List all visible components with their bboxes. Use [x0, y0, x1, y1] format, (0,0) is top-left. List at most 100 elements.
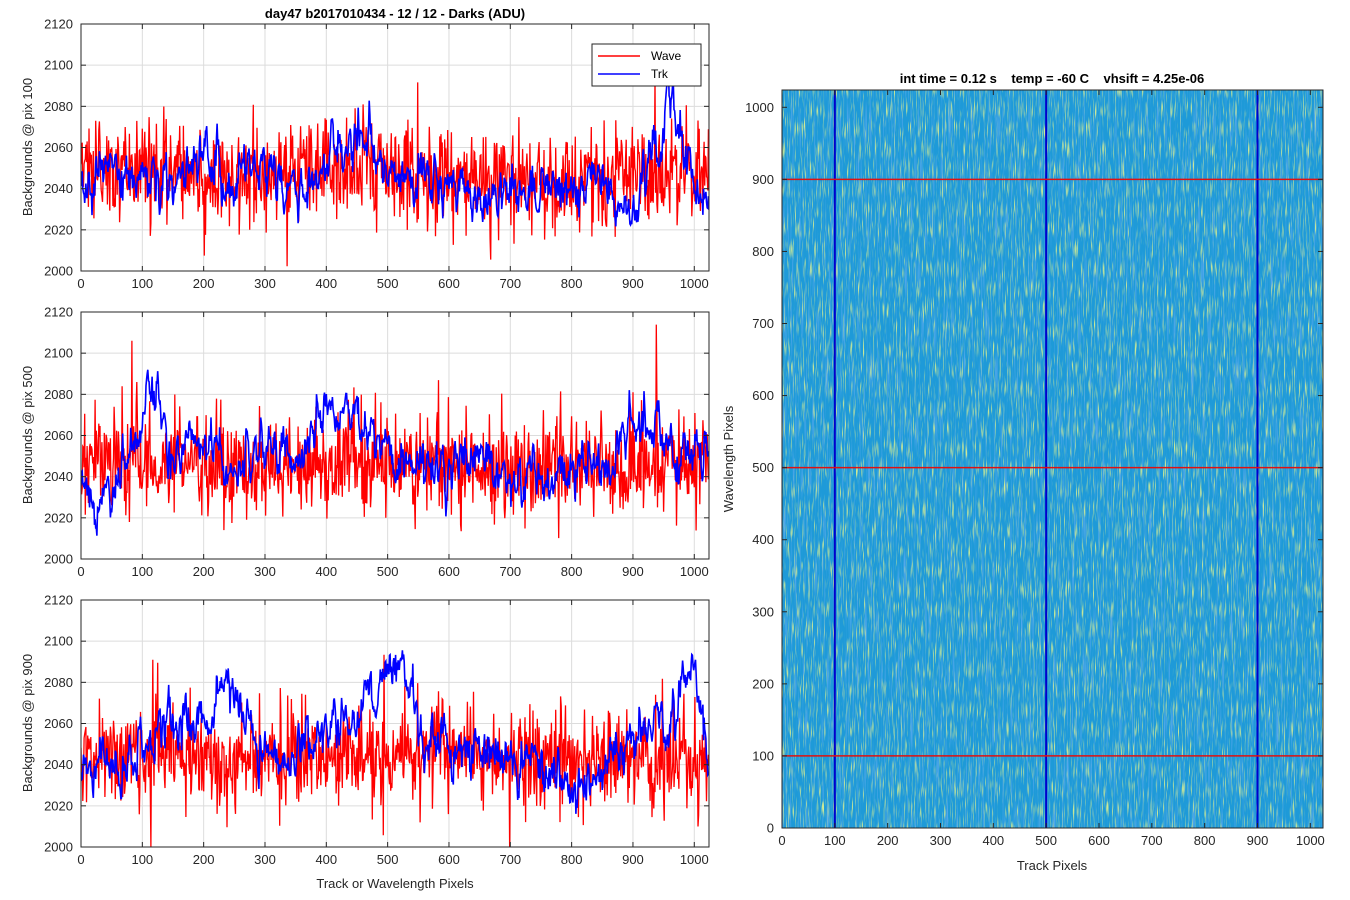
x-tick-label: 700	[499, 564, 521, 579]
x-tick-label: 900	[622, 852, 644, 867]
y-tick-label: 2060	[44, 140, 73, 155]
x-tick-label: 100	[131, 852, 153, 867]
y-tick-label: 100	[752, 748, 774, 763]
series-wave-line	[81, 654, 709, 847]
y-tick-label: 300	[752, 604, 774, 619]
y-tick-label: 2100	[44, 346, 73, 361]
y-tick-label: 2020	[44, 798, 73, 813]
y-tick-label: 900	[752, 172, 774, 187]
x-tick-label: 200	[193, 852, 215, 867]
y-tick-label: 0	[767, 821, 774, 836]
series-trk-line	[81, 64, 709, 227]
y-tick-label: 2060	[44, 716, 73, 731]
legend: Wave Trk	[591, 43, 702, 87]
y-tick-label: 400	[752, 532, 774, 547]
y-tick-label: 2040	[44, 757, 73, 772]
x-tick-label: 200	[193, 564, 215, 579]
x-tick-label: 900	[622, 564, 644, 579]
x-axis-label: Track or Wavelength Pixels	[316, 876, 474, 891]
y-tick-label: 2120	[44, 17, 73, 32]
x-tick-label: 300	[254, 564, 276, 579]
legend-label-wave: Wave	[651, 49, 682, 63]
x-tick-label: 700	[499, 276, 521, 291]
series-trk-line	[81, 369, 709, 536]
x-tick-label: 300	[930, 833, 952, 848]
x-tick-label: 700	[499, 852, 521, 867]
x-tick-label: 500	[1035, 833, 1057, 848]
x-tick-label: 1000	[680, 276, 709, 291]
y-tick-label: 600	[752, 388, 774, 403]
panel-bottom-left: 0 100 200 300 400 500 600 700 800 900 1000 2000 202…	[20, 593, 710, 891]
x-axis-label: Track Pixels	[1017, 858, 1088, 873]
x-tick-label: 500	[377, 276, 399, 291]
x-tick-label: 800	[561, 852, 583, 867]
x-ticks: 0 100 200 300 400 500 600 700 800 900 1000	[77, 24, 709, 291]
x-tick-label: 700	[1141, 833, 1163, 848]
x-tick-label: 300	[254, 276, 276, 291]
series-wave-line	[81, 324, 709, 539]
y-axis-label: Backgrounds @ pix 100	[20, 78, 35, 216]
x-tick-label: 200	[193, 276, 215, 291]
y-tick-label: 2120	[44, 593, 73, 608]
panel-middle-left: 0 100 200 300 400 500 600 700 800 900 1000 2000 202…	[20, 305, 710, 579]
x-tick-label: 0	[778, 833, 785, 848]
x-tick-label: 600	[438, 852, 460, 867]
x-tick-label: 1000	[680, 852, 709, 867]
y-tick-label: 2040	[44, 181, 73, 196]
x-tick-label: 0	[77, 852, 84, 867]
x-tick-label: 0	[77, 276, 84, 291]
heatmap-title: int time = 0.12 s temp = -60 C vhsift = …	[900, 71, 1205, 86]
x-tick-label: 400	[315, 564, 337, 579]
y-ticks: 2000 2020 2040 2060 2080 2100 2120	[44, 17, 709, 279]
horizontal-markers	[782, 178, 1323, 757]
y-tick-label: 2060	[44, 428, 73, 443]
legend-box	[591, 43, 702, 87]
x-tick-label: 400	[315, 276, 337, 291]
x-tick-label: 200	[877, 833, 899, 848]
y-tick-label: 700	[752, 316, 774, 331]
x-tick-label: 500	[377, 564, 399, 579]
vertical-markers	[833, 90, 1259, 828]
panel-right-heatmap: 0 100 200 300 400 500 600 700 800 900 1000 0 100 200…	[721, 71, 1325, 873]
y-tick-label: 2000	[44, 552, 73, 567]
x-tick-label: 600	[1088, 833, 1110, 848]
y-tick-label: 2100	[44, 634, 73, 649]
x-tick-label: 900	[1247, 833, 1269, 848]
x-ticks: 0 100 200 300 400 500 600 700 800 900 1000	[77, 600, 709, 867]
y-tick-label: 2000	[44, 840, 73, 855]
y-tick-label: 2120	[44, 305, 73, 320]
y-tick-label: 2040	[44, 469, 73, 484]
y-tick-label: 500	[752, 460, 774, 475]
y-tick-label: 1000	[745, 100, 774, 115]
y-tick-label: 2080	[44, 387, 73, 402]
heatmap-box	[781, 89, 1324, 829]
y-tick-label: 2000	[44, 264, 73, 279]
x-tick-label: 900	[622, 276, 644, 291]
x-tick-label: 1000	[680, 564, 709, 579]
x-ticks: 0 100 200 300 400 500 600 700 800 900 1000	[77, 312, 709, 579]
x-ticks: 0 100 200 300 400 500 600 700 800 900 1000	[778, 90, 1325, 848]
x-tick-label: 100	[824, 833, 846, 848]
x-tick-label: 600	[438, 276, 460, 291]
x-tick-label: 400	[315, 852, 337, 867]
x-tick-label: 0	[77, 564, 84, 579]
x-tick-label: 100	[131, 276, 153, 291]
y-axis-label: Backgrounds @ pix 900	[20, 654, 35, 792]
x-tick-label: 500	[377, 852, 399, 867]
x-tick-label: 600	[438, 564, 460, 579]
x-tick-label: 400	[982, 833, 1004, 848]
panel-top-left: 0 100 200 300 400 500 600 700 800 900 1000 2000 202…	[20, 6, 710, 291]
heatmap-texture-high	[782, 90, 1323, 828]
x-tick-label: 800	[1194, 833, 1216, 848]
series-trk-line	[81, 650, 709, 814]
y-tick-label: 2020	[44, 222, 73, 237]
y-tick-label: 2100	[44, 58, 73, 73]
y-tick-label: 800	[752, 244, 774, 259]
y-tick-label: 2080	[44, 99, 73, 114]
x-tick-label: 300	[254, 852, 276, 867]
x-tick-label: 1000	[1296, 833, 1325, 848]
chart-title: day47 b2017010434 - 12 / 12 - Darks (ADU…	[265, 6, 525, 21]
legend-label-trk: Trk	[651, 67, 669, 81]
x-tick-label: 800	[561, 276, 583, 291]
